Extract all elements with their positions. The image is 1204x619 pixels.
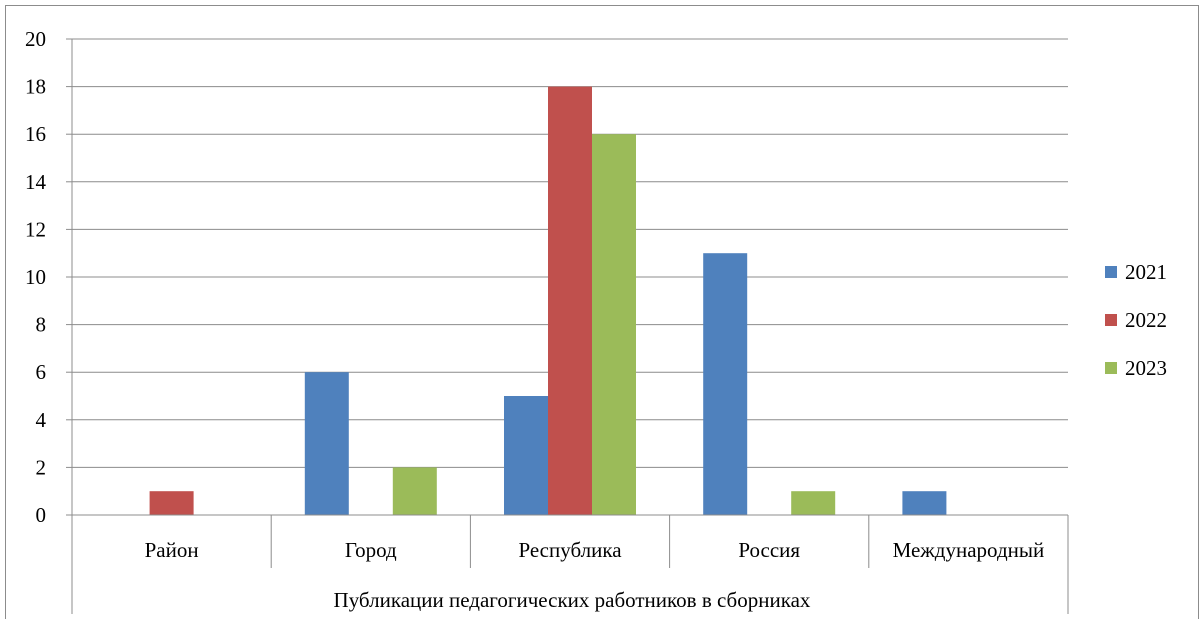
category-label: Россия: [738, 538, 800, 562]
chart-frame: [5, 5, 1199, 619]
category-label: Международный: [893, 538, 1045, 562]
bars: [149, 86, 947, 515]
y-tick-label: 16: [25, 122, 46, 146]
bar-2022-0: [149, 491, 194, 515]
category-label: Город: [345, 538, 397, 562]
legend-label: 2021: [1125, 260, 1167, 284]
bar-2023-1: [392, 467, 437, 515]
category-labels: Район Город Республика Россия Международный: [145, 538, 1045, 562]
y-tick-label: 8: [36, 313, 47, 337]
category-label: Район: [145, 538, 199, 562]
y-tick-label: 0: [36, 503, 47, 527]
category-group-label: Публикации педагогических работников в с…: [334, 588, 811, 612]
legend-swatch-2023: [1105, 362, 1117, 374]
category-label: Республика: [518, 538, 622, 562]
y-axis-ticks: 0 2 4 6 8 10 12 14 16 18 20: [25, 27, 72, 527]
bar-2023-2: [592, 134, 636, 515]
legend-label: 2022: [1125, 308, 1167, 332]
y-tick-label: 10: [25, 265, 46, 289]
y-tick-label: 18: [25, 75, 46, 99]
y-tick-label: 6: [36, 360, 47, 384]
axes: [71, 39, 1069, 614]
bar-2021-2: [504, 396, 548, 515]
bar-2023-3: [791, 491, 836, 515]
y-tick-label: 20: [25, 27, 46, 51]
bar-2022-2: [548, 86, 592, 515]
bar-2021-3: [703, 253, 748, 515]
legend: 2021 2022 2023: [1105, 260, 1167, 380]
bar-2021-4: [902, 491, 947, 515]
legend-swatch-2022: [1105, 314, 1117, 326]
y-tick-label: 12: [25, 217, 46, 241]
y-tick-label: 14: [25, 170, 47, 194]
y-tick-label: 4: [36, 408, 47, 432]
bar-2021-1: [304, 372, 349, 515]
legend-swatch-2021: [1105, 266, 1117, 278]
y-tick-label: 2: [36, 455, 47, 479]
legend-label: 2023: [1125, 356, 1167, 380]
